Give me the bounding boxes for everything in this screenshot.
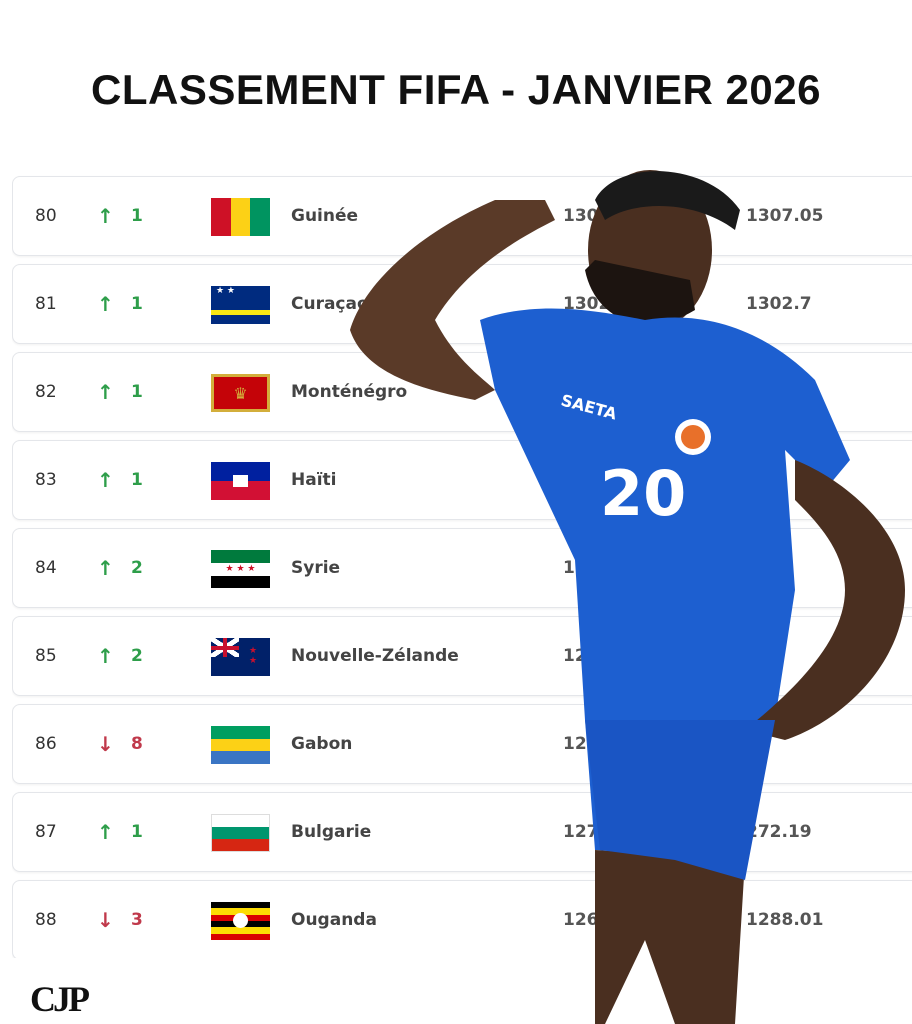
flag-guinea-icon bbox=[211, 198, 270, 236]
rank: 84 bbox=[35, 558, 57, 578]
rank-change: 2 bbox=[131, 646, 143, 666]
flag-haiti-icon bbox=[211, 462, 270, 500]
player-photo: 20 SAETA bbox=[350, 170, 905, 1024]
rank: 87 bbox=[35, 822, 57, 842]
rank-change: 1 bbox=[131, 822, 143, 842]
table-row: 88 ↓ 3 Ouganda 1264 1288.01 bbox=[12, 880, 912, 958]
page-title: CLASSEMENT FIFA - JANVIER 2026 bbox=[91, 66, 821, 113]
country-name: Syrie bbox=[291, 558, 341, 578]
rank: 88 bbox=[35, 910, 57, 930]
rank: 81 bbox=[35, 294, 57, 314]
arrow-up-icon: ↑ bbox=[97, 204, 114, 228]
arrow-up-icon: ↑ bbox=[97, 468, 114, 492]
country-name: Bulgarie bbox=[291, 822, 372, 842]
previous-points: 1288.01 bbox=[746, 910, 824, 930]
points: 127 bbox=[563, 822, 599, 842]
brand-logo: CJP bbox=[30, 979, 90, 1019]
flag-gabon-icon bbox=[211, 726, 270, 764]
previous-points: 272.19 bbox=[746, 822, 812, 842]
arrow-down-icon: ↓ bbox=[97, 908, 114, 932]
country-name: Ouganda bbox=[291, 910, 377, 930]
country-name: Guinée bbox=[291, 206, 359, 226]
flag-bulgaria-icon bbox=[211, 814, 270, 852]
rank-change: 1 bbox=[131, 206, 143, 226]
flag-syria-icon: ★ ★ ★ bbox=[211, 550, 270, 588]
rank-change: 1 bbox=[131, 294, 143, 314]
country-name: Nouvelle-Zélande bbox=[291, 646, 459, 666]
previous-points: 1302.7 bbox=[746, 294, 812, 314]
jersey-number: 20 bbox=[600, 457, 686, 530]
rank: 80 bbox=[35, 206, 57, 226]
flag-curacao-icon: ★ ★ bbox=[211, 286, 270, 324]
country-name: Curaçao bbox=[291, 294, 369, 314]
previous-points: 1307.05 bbox=[746, 206, 824, 226]
rank-change: 3 bbox=[131, 910, 143, 930]
country-name: Haïti bbox=[291, 470, 337, 490]
arrow-up-icon: ↑ bbox=[97, 556, 114, 580]
arrow-up-icon: ↑ bbox=[97, 644, 114, 668]
table-row: 87 ↑ 1 Bulgarie 127 272.19 bbox=[12, 792, 912, 872]
arrow-down-icon: ↓ bbox=[97, 732, 114, 756]
arrow-up-icon: ↑ bbox=[97, 380, 114, 404]
rank-change: 1 bbox=[131, 382, 143, 402]
rank-change: 2 bbox=[131, 558, 143, 578]
points: 1 bbox=[563, 558, 575, 578]
flag-uganda-icon bbox=[211, 902, 270, 940]
rank: 86 bbox=[35, 734, 57, 754]
rank-change: 8 bbox=[131, 734, 143, 754]
rank: 83 bbox=[35, 470, 57, 490]
flag-new-zealand-icon: ★ ★ bbox=[211, 638, 270, 676]
points: 12 bbox=[563, 734, 587, 754]
rank: 82 bbox=[35, 382, 57, 402]
rank-change: 1 bbox=[131, 470, 143, 490]
country-name: Gabon bbox=[291, 734, 353, 754]
flag-montenegro-icon: ♛ bbox=[211, 374, 270, 412]
rank: 85 bbox=[35, 646, 57, 666]
arrow-up-icon: ↑ bbox=[97, 292, 114, 316]
country-name: Monténégro bbox=[291, 382, 408, 402]
arrow-up-icon: ↑ bbox=[97, 820, 114, 844]
